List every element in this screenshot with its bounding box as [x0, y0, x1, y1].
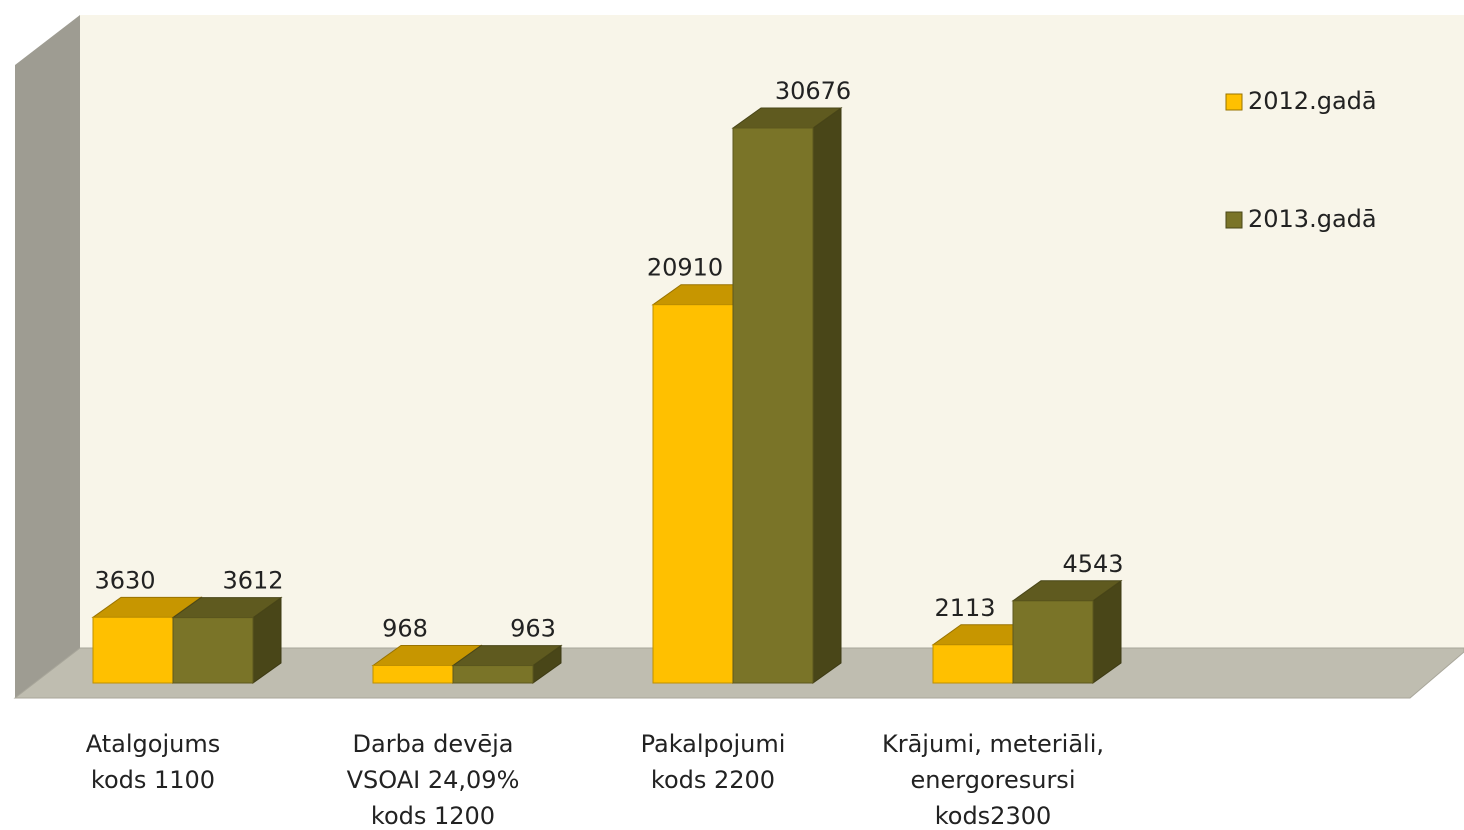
side-wall	[15, 15, 80, 698]
value-label: 968	[382, 614, 428, 642]
legend-swatch	[1225, 93, 1243, 111]
value-label: 963	[510, 615, 556, 643]
x-tick-label: Pakalpojumi kods 2200	[640, 730, 786, 794]
value-label: 3630	[94, 566, 155, 594]
x-tick-label: Darba devēja VSOAI 24,09% kods 1200	[346, 730, 520, 830]
value-label: 20910	[647, 254, 723, 282]
bar	[372, 664, 454, 684]
value-label: 30676	[775, 77, 851, 105]
legend-swatch	[1225, 211, 1243, 229]
bar	[652, 304, 734, 684]
bar	[732, 127, 814, 684]
legend-label: 2013.gadā	[1248, 205, 1377, 233]
x-tick-label: Krājumi, meteriāli, energoresursi kods23…	[881, 730, 1105, 830]
bar	[1012, 600, 1094, 684]
bar	[452, 665, 534, 684]
bar-side	[812, 107, 842, 684]
value-label: 4543	[1062, 550, 1123, 578]
value-label: 3612	[222, 567, 283, 595]
bar	[172, 617, 254, 684]
x-tick-label: Atalgojums kods 1100	[85, 730, 221, 794]
value-label: 2113	[934, 594, 995, 622]
legend-label: 2012.gadā	[1248, 87, 1377, 115]
bar	[92, 616, 174, 684]
bar	[932, 644, 1014, 684]
